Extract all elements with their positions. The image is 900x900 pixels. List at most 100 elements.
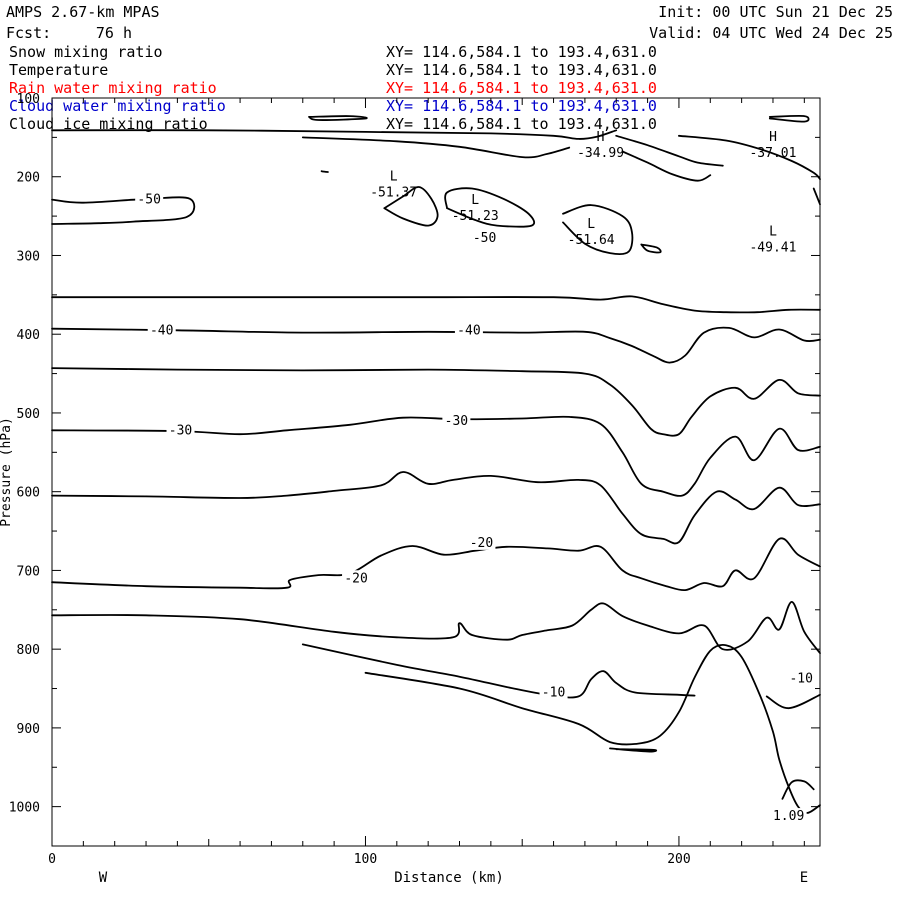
contour-line [562, 204, 634, 256]
extremum-kind: H [597, 130, 605, 145]
contour-line [444, 187, 536, 228]
contour-label-bg [787, 670, 816, 686]
contour-line [678, 134, 821, 180]
contour-label-bg [454, 322, 483, 338]
contour-line [781, 779, 815, 800]
contour-label: -10 [789, 671, 812, 686]
extremum-value: -51.37 [370, 186, 417, 201]
init-time: Init: 00 UTC Sun 21 Dec 25 [658, 3, 893, 21]
contour-line [51, 471, 821, 545]
x-tick-label: 0 [48, 852, 56, 867]
contour-label-bg [147, 322, 176, 338]
contour-label: -50 [473, 231, 496, 246]
legend-field-name: Snow mixing ratio [9, 43, 163, 61]
contour-label-bg [166, 422, 195, 438]
contour-line [301, 136, 571, 159]
contour-label-bg [135, 191, 164, 207]
extremum-value: -34.99 [577, 146, 624, 161]
contour-line [609, 747, 658, 753]
contour-labels: -50 -50 -40 -40 -30 -30 -20 -20 -10 -10 1.09 [135, 191, 816, 824]
contour-line [383, 186, 439, 227]
contour-label: -50 [137, 193, 160, 208]
contour-label: -20 [344, 571, 367, 586]
contour-line [364, 643, 821, 814]
y-tick-label: 200 [17, 171, 40, 186]
y-tick-label: 1000 [9, 801, 40, 816]
fcst-value: 76 h [96, 24, 132, 42]
x-axis: 0 100 200 [48, 98, 805, 867]
extremum-kind: H [769, 130, 777, 145]
legend-field-xy: XY= 114.6,584.1 to 193.4,631.0 [386, 79, 657, 97]
contour-line [51, 196, 196, 225]
field-legend: Snow mixing ratio XY= 114.6,584.1 to 193.… [9, 43, 657, 133]
extrema-markers: L-51.37L-51.23L-51.64H-34.99H-37.01L-49.… [370, 130, 796, 255]
legend-field-xy: XY= 114.6,584.1 to 193.4,631.0 [386, 43, 657, 61]
plot-frame [51, 97, 821, 847]
x-tick-label: 100 [354, 852, 377, 867]
contour-line [51, 537, 821, 592]
contour-label: -30 [169, 423, 192, 438]
contour-label: -40 [150, 323, 173, 338]
contour-line [320, 170, 329, 173]
y-tick-label: 100 [17, 92, 40, 107]
contour-line [51, 367, 821, 437]
extremum-kind: L [769, 225, 777, 240]
contour-lines [51, 114, 821, 814]
extremum-kind: L [587, 217, 595, 232]
contour-label-bg [442, 412, 471, 428]
contour-line [301, 643, 696, 699]
contour-line [621, 150, 712, 182]
legend-field-name: Rain water mixing ratio [9, 79, 217, 97]
contour-label-bg [470, 230, 499, 246]
y-tick-label: 900 [17, 722, 40, 737]
x-end-label-east: E [800, 870, 808, 886]
legend-field-xy: XY= 114.6,584.1 to 193.4,631.0 [386, 115, 657, 133]
y-axis-label: Pressure (hPa) [0, 417, 14, 527]
extremum-kind: L [471, 193, 479, 208]
extremum-value: -51.23 [452, 209, 499, 224]
contour-label-bg [342, 570, 371, 586]
contour-line [51, 415, 821, 497]
contour-label-bg [539, 684, 568, 700]
legend-field-name: Cloud ice mixing ratio [9, 115, 208, 133]
y-tick-label: 300 [17, 249, 40, 264]
contour-line [615, 134, 724, 167]
legend-field-xy: XY= 114.6,584.1 to 193.4,631.0 [386, 97, 657, 115]
contour-label-bg [770, 808, 807, 824]
contour-line [51, 326, 821, 364]
x-end-label-west: W [99, 870, 108, 886]
contour-line [51, 129, 618, 140]
x-axis-label: Distance (km) [394, 870, 504, 886]
contour-label: 1.09 [773, 809, 804, 824]
contour-label: -40 [457, 323, 480, 338]
legend-field-name: Cloud water mixing ratio [9, 97, 226, 115]
model-title: AMPS 2.67-km MPAS [6, 3, 160, 21]
x-tick-label: 200 [667, 852, 690, 867]
contour-line [765, 693, 821, 710]
extremum-kind: L [390, 170, 398, 185]
extremum-value: -51.64 [568, 233, 615, 248]
contour-label: -10 [542, 685, 565, 700]
y-tick-label: 700 [17, 564, 40, 579]
legend-field-xy: XY= 114.6,584.1 to 193.4,631.0 [386, 61, 657, 79]
contour-label: -20 [470, 536, 493, 551]
valid-time: Valid: 04 UTC Wed 24 Dec 25 [649, 24, 893, 42]
legend-field-name: Temperature [9, 61, 108, 79]
header: AMPS 2.67-km MPAS Init: 00 UTC Sun 21 De… [6, 3, 893, 42]
contour-line [812, 187, 821, 206]
y-tick-label: 600 [17, 486, 40, 501]
extremum-value: -49.41 [749, 241, 796, 256]
contour-label-bg [467, 534, 496, 550]
y-tick-label: 500 [17, 407, 40, 422]
y-axis: 100 200 300 400 500 600 700 800 900 1000 [9, 92, 820, 847]
y-tick-label: 800 [17, 643, 40, 658]
y-tick-label: 400 [17, 328, 40, 343]
contour-line [768, 114, 810, 123]
contour-line [51, 601, 821, 654]
extremum-value: -37.01 [749, 146, 796, 161]
fcst-label: Fcst: [6, 24, 51, 42]
contour-line [308, 115, 368, 121]
contour-label: -30 [445, 414, 468, 429]
